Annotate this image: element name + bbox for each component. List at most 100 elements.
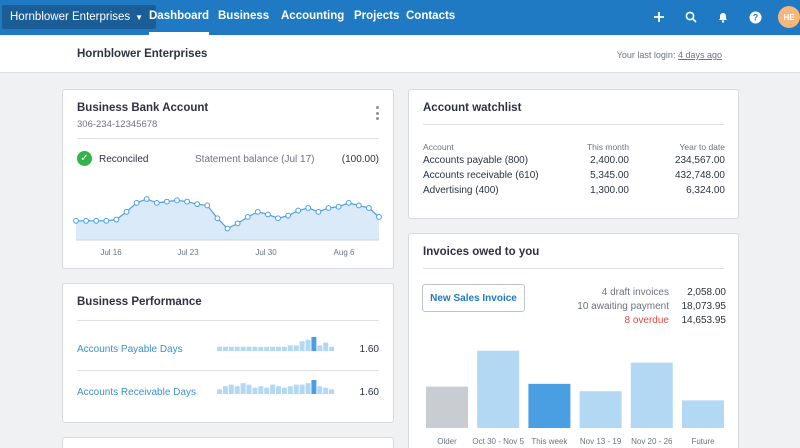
statement-balance-label: Statement balance (Jul 17) (195, 154, 315, 165)
balance-point (355, 202, 362, 209)
x-tick-label: Jul 16 (100, 248, 122, 257)
spark-bar (228, 346, 234, 351)
invoice-bar (579, 391, 622, 428)
accounts-receivable-days-link[interactable]: Accounts Receivable Days (77, 387, 196, 398)
last-login-prefix: Your last login: (616, 50, 678, 60)
spark-bar (299, 384, 305, 394)
balance-point (184, 198, 190, 205)
spark-bar (270, 384, 276, 394)
spark-bar (258, 346, 264, 351)
balance-point (93, 217, 100, 224)
divider (77, 320, 379, 321)
new-sales-invoice-button[interactable]: New Sales Invoice (422, 284, 525, 312)
column-year-to-date: Year to date (679, 142, 725, 152)
spark-bar (329, 389, 335, 394)
balance-point (224, 225, 231, 232)
spark-bar (264, 387, 270, 394)
balance-point (265, 211, 271, 218)
accounts-receivable-sparkline (217, 380, 335, 394)
last-login: Your last login: 4 days ago (617, 50, 722, 60)
x-tick-label: Aug 6 (334, 248, 355, 257)
spark-bar (246, 346, 252, 351)
account-watchlist-title[interactable]: Account watchlist (423, 102, 522, 114)
spark-bar (276, 386, 281, 394)
balance-point (376, 214, 382, 220)
balance-point (345, 199, 352, 206)
balance-point (164, 198, 170, 205)
spark-bar (305, 339, 311, 351)
bank-account-card: Business Bank Account 306-234-12345678 ✓… (62, 89, 394, 269)
balance-point (143, 196, 150, 202)
spark-bar (270, 346, 276, 351)
check-circle-icon: ✓ (77, 151, 92, 166)
statement-balance-value: (100.00) (341, 154, 379, 165)
spark-bar (281, 387, 287, 394)
last-login-when[interactable]: 4 days ago (677, 50, 722, 60)
next-card (62, 437, 394, 448)
bank-balance-chart: Jul 16 Jul 23 Jul 30 Aug 6 (73, 196, 382, 257)
spark-bar (217, 389, 222, 394)
x-tick-label: Jul 30 (255, 248, 277, 257)
watchlist-this-month: 2,400.00 (590, 155, 629, 166)
draft-invoices-link[interactable]: 4 draft invoices (601, 287, 669, 298)
spark-bar (293, 345, 299, 351)
accounts-payable-sparkline (217, 337, 335, 351)
nav-projects[interactable]: Projects (354, 10, 400, 22)
spark-bar (228, 384, 234, 394)
bell-icon[interactable] (714, 8, 732, 26)
spark-bar (287, 386, 293, 394)
reconciled-status: Reconciled (99, 154, 149, 165)
spark-bar (276, 346, 281, 351)
awaiting-payment-link[interactable]: 10 awaiting payment (577, 301, 669, 312)
accounts-payable-days-value: 1.60 (359, 344, 379, 355)
balance-point (83, 217, 90, 224)
balance-point (153, 199, 160, 206)
invoice-bar (528, 383, 571, 428)
search-icon[interactable] (682, 8, 700, 26)
balance-point (244, 214, 251, 220)
x-tick-label: This week (531, 437, 568, 446)
spark-bar (234, 346, 240, 351)
invoices-owed-title[interactable]: Invoices owed to you (423, 246, 540, 258)
plus-icon[interactable] (650, 8, 668, 26)
org-switcher[interactable]: Hornblower Enterprises ▼ (2, 5, 156, 29)
nav-accounting[interactable]: Accounting (281, 10, 345, 22)
watchlist-account[interactable]: Accounts payable (800) (423, 155, 529, 166)
spark-bar (311, 380, 317, 394)
x-tick-label: Nov 13 - 19 (580, 437, 622, 446)
business-performance-title[interactable]: Business Performance (77, 296, 202, 308)
help-icon[interactable]: ? (746, 8, 764, 26)
spark-bar (281, 346, 287, 351)
nav-business[interactable]: Business (218, 10, 270, 22)
invoices-owed-card: Invoices owed to you New Sales Invoice 4… (408, 233, 739, 448)
avatar[interactable]: HE (778, 6, 800, 28)
balance-point (275, 215, 281, 222)
watchlist-account[interactable]: Advertising (400) (423, 185, 499, 196)
page-header: Hornblower Enterprises Your last login: … (0, 35, 800, 73)
svg-text:?: ? (752, 12, 758, 22)
invoice-bar (682, 400, 724, 428)
balance-point (366, 205, 372, 211)
nav-dashboard[interactable]: Dashboard (149, 0, 210, 35)
spark-bar (311, 337, 317, 351)
spark-bar (264, 346, 270, 351)
spark-bar (240, 346, 246, 351)
overdue-link[interactable]: 8 overdue (624, 315, 669, 326)
nav-contacts[interactable]: Contacts (406, 10, 456, 22)
more-options-icon[interactable] (375, 106, 379, 120)
spark-bar (323, 387, 329, 394)
balance-point (254, 208, 261, 215)
balance-point (335, 203, 342, 210)
draft-invoices-value: 2,058.00 (687, 287, 726, 298)
bank-account-title[interactable]: Business Bank Account (77, 102, 209, 114)
x-tick-label: Older (437, 437, 457, 446)
balance-area (76, 199, 379, 240)
accounts-payable-days-link[interactable]: Accounts Payable Days (77, 344, 183, 355)
spark-bar (317, 386, 323, 394)
balance-point (285, 212, 292, 219)
x-tick-label: Future (691, 437, 715, 446)
watchlist-account[interactable]: Accounts receivable (610) (423, 170, 539, 181)
spark-bar (246, 384, 252, 394)
spark-bar (323, 342, 329, 351)
top-nav: Hornblower Enterprises ▼ Dashboard Busin… (0, 0, 800, 35)
